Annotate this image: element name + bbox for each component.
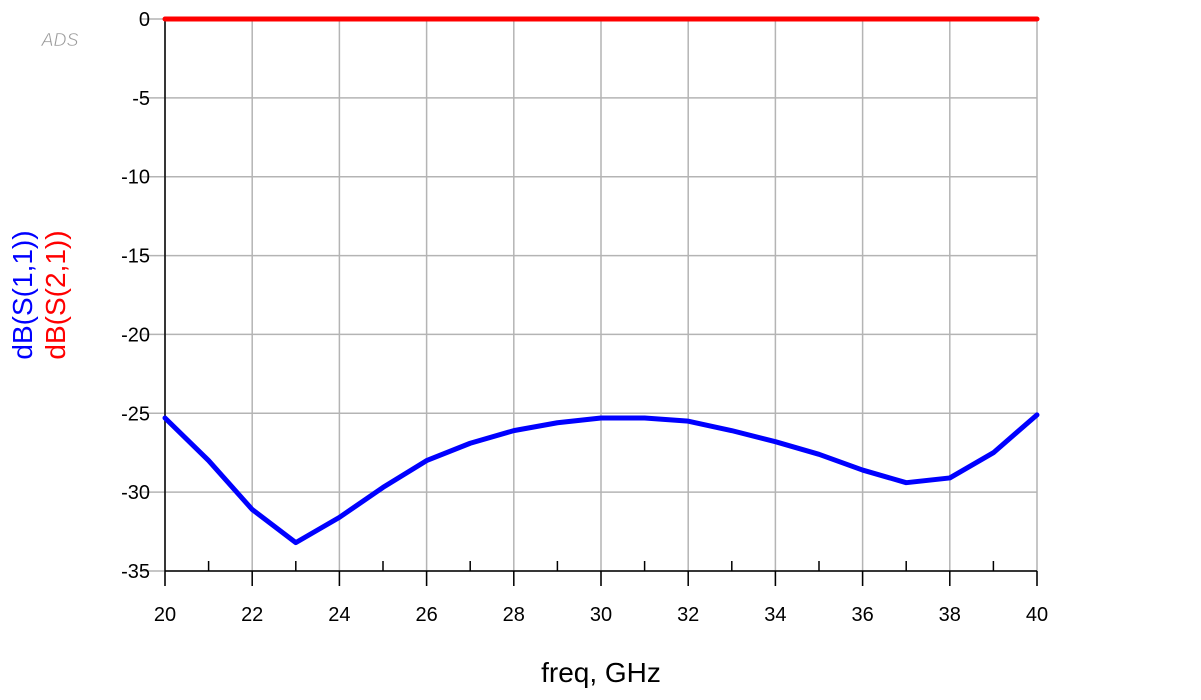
x-tick-label: 22	[241, 604, 263, 626]
series-line	[162, 412, 1040, 546]
x-tick-label: 36	[851, 604, 873, 626]
y-tick-label: -30	[121, 482, 150, 504]
y-axis-labels: dB(S(1,1)) dB(S(2,1))	[7, 230, 71, 359]
y-tick-label: -20	[121, 324, 150, 346]
x-axis-label: freq, GHz	[541, 657, 661, 688]
x-tick-label: 38	[939, 604, 961, 626]
x-tick-label: 34	[764, 604, 786, 626]
y-axis-label: dB(S(1,1))	[7, 230, 38, 359]
y-tick-label: 0	[139, 9, 150, 31]
y-tick-label: -35	[121, 561, 150, 583]
y-tick-label: -5	[132, 88, 150, 110]
x-tick-label: 20	[154, 604, 176, 626]
y-tick-label: -10	[121, 167, 150, 189]
y-tick-label: -25	[121, 403, 150, 425]
x-tick-label: 26	[415, 604, 437, 626]
x-tick-label: 40	[1026, 604, 1048, 626]
watermark: ADS	[40, 30, 78, 50]
x-tick-label: 30	[590, 604, 612, 626]
y-axis-label: dB(S(2,1))	[40, 230, 71, 359]
y-tick-label: -15	[121, 246, 150, 268]
x-tick-label: 32	[677, 604, 699, 626]
x-tick-label: 24	[328, 604, 350, 626]
x-tick-label: 28	[503, 604, 525, 626]
